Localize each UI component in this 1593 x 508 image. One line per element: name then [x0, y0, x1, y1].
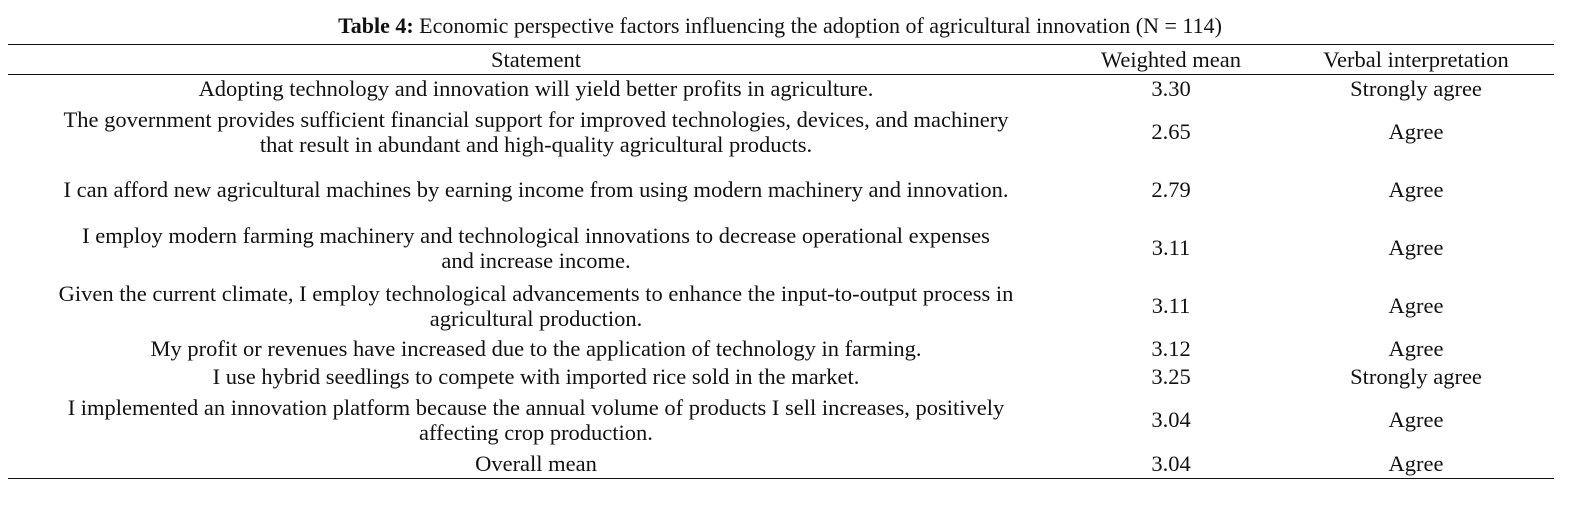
table-row: My profit or revenues have increased due…	[8, 335, 1554, 363]
mean-cell: 3.04	[1151, 450, 1191, 476]
mean-cell: 3.11	[1151, 293, 1191, 318]
header-statement: Statement	[491, 47, 581, 72]
mean-cell: 3.30	[1151, 76, 1191, 102]
table-row: I can afford new agricultural machines b…	[8, 161, 1554, 219]
statement-cell: Overall mean	[475, 450, 597, 476]
interpretation-cell: Agree	[1388, 119, 1444, 144]
table-row: The government provides sufficient finan…	[8, 103, 1554, 161]
header-weighted-mean: Weighted mean	[1100, 47, 1241, 72]
mean-cell: 3.04	[1151, 407, 1191, 432]
mean-cell: 3.11	[1151, 235, 1191, 260]
table-row: I employ modern farming machinery and te…	[8, 219, 1554, 277]
statement-cell: I employ modern farming machinery and te…	[82, 222, 990, 273]
interpretation-cell: Agree	[1388, 235, 1444, 260]
statement-cell: Adopting technology and innovation will …	[198, 76, 874, 102]
table-row: I implemented an innovation platform bec…	[8, 391, 1554, 449]
header-row: Statement Weighted mean Verbal interpret…	[8, 44, 1554, 75]
header-verbal-interpretation: Verbal interpretation	[1323, 47, 1509, 72]
mean-cell: 2.65	[1151, 119, 1191, 144]
table-row: Given the current climate, I employ tech…	[8, 277, 1554, 335]
statement-cell: The government provides sufficient finan…	[63, 106, 1009, 157]
interpretation-cell: Agree	[1388, 450, 1444, 476]
interpretation-cell: Strongly agree	[1350, 76, 1482, 102]
overall-mean-row: Overall mean 3.04 Agree	[8, 449, 1554, 479]
interpretation-cell: Agree	[1388, 407, 1444, 432]
economic-factors-table: Statement Weighted mean Verbal interpret…	[8, 44, 1554, 479]
statement-cell: I implemented an innovation platform bec…	[67, 394, 1005, 445]
statement-cell: I use hybrid seedlings to compete with i…	[212, 364, 860, 389]
interpretation-cell: Agree	[1388, 293, 1444, 318]
mean-cell: 2.79	[1151, 177, 1191, 202]
table-caption: Table 4: Economic perspective factors in…	[0, 12, 1560, 40]
statement-cell: Given the current climate, I employ tech…	[58, 280, 1014, 331]
interpretation-cell: Strongly agree	[1350, 364, 1482, 389]
mean-cell: 3.25	[1151, 364, 1191, 389]
interpretation-cell: Agree	[1388, 336, 1444, 361]
interpretation-cell: Agree	[1388, 177, 1444, 202]
caption-text: Economic perspective factors influencing…	[413, 13, 1222, 38]
statement-cell: My profit or revenues have increased due…	[150, 336, 922, 361]
mean-cell: 3.12	[1151, 336, 1191, 361]
statement-cell: I can afford new agricultural machines b…	[63, 177, 1009, 202]
table-row: I use hybrid seedlings to compete with i…	[8, 363, 1554, 391]
caption-label: Table 4:	[338, 13, 414, 38]
table-row: Adopting technology and innovation will …	[8, 75, 1554, 103]
